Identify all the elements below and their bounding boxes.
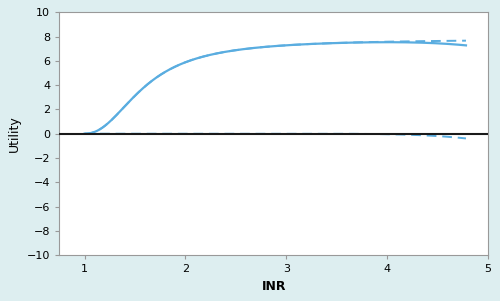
X-axis label: INR: INR bbox=[262, 280, 286, 293]
Y-axis label: Utility: Utility bbox=[8, 115, 22, 152]
